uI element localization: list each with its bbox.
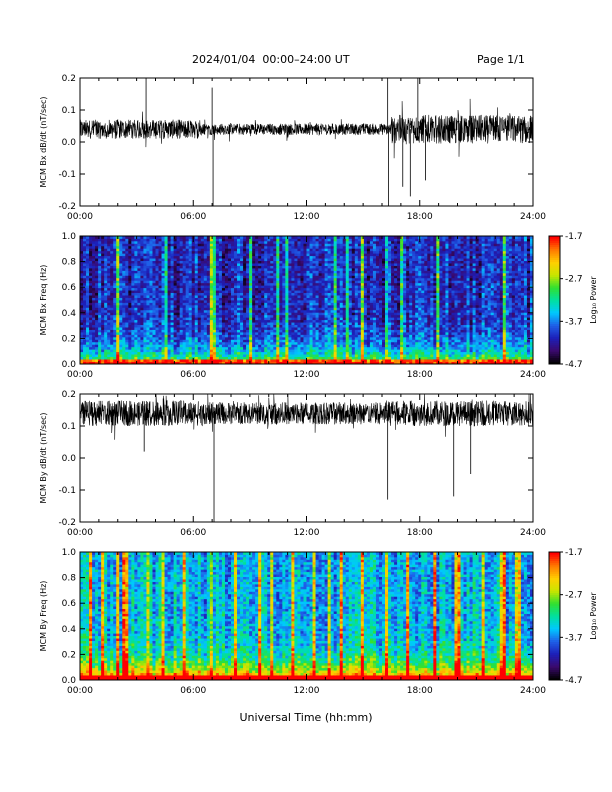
x-axis-label: Universal Time (hh:mm) xyxy=(239,711,373,724)
colorbar-tick-label: -2.7 xyxy=(565,275,583,285)
x-tick-label: 12:00 xyxy=(294,686,320,696)
x-tick-label: 06:00 xyxy=(180,686,206,696)
colorbar xyxy=(548,235,561,365)
colorbar xyxy=(548,551,561,681)
y-tick-label: 0.6 xyxy=(62,283,77,293)
panel-3: -0.2 -0.1 0.0 0.1 0.2 00:00 06:00 12:00 18:00 24:… xyxy=(39,390,546,538)
y-tick-label: 0.0 xyxy=(62,138,77,148)
panel-4: 0.0 0.2 0.4 0.6 0.8 1.0 -1.7 -2.7 -3.7 -4.7 Log₁₀ … xyxy=(39,548,598,696)
x-tick-label: 06:00 xyxy=(180,370,206,380)
x-tick-label: 06:00 xyxy=(180,212,206,222)
x-tick-label: 06:00 xyxy=(180,528,206,538)
x-tick-label: 12:00 xyxy=(294,370,320,380)
y-tick-label: 0.6 xyxy=(62,599,77,609)
x-tick-label: 18:00 xyxy=(407,370,433,380)
y-tick-label: 0.8 xyxy=(62,258,77,268)
x-tick-label: 18:00 xyxy=(407,528,433,538)
y-tick-label: -0.1 xyxy=(58,170,76,180)
y-axis-label: MCM By Freq (Hz) xyxy=(39,581,48,652)
y-axis-label: MCM By dB/dt (nT/sec) xyxy=(39,412,48,503)
y-tick-label: 0.8 xyxy=(62,574,77,584)
y-tick-label: 0.4 xyxy=(62,625,77,635)
y-axis-label: MCM Bx dB/dt (nT/sec) xyxy=(39,96,48,187)
x-tick-label: 18:00 xyxy=(407,686,433,696)
y-tick-label: 0.2 xyxy=(62,650,76,660)
plot-title: 2024/01/04 00:00–24:00 UT xyxy=(192,53,350,66)
data-trace xyxy=(79,98,534,159)
colorbar-tick-label: -1.7 xyxy=(565,548,583,558)
y-tick-label: 1.0 xyxy=(62,232,77,242)
x-tick-label: 00:00 xyxy=(67,370,93,380)
colorbar-tick-label: -3.7 xyxy=(565,317,583,327)
panel-2: 0.0 0.2 0.4 0.6 0.8 1.0 -1.7 -2.7 -3.7 -4.7 Log₁₀ … xyxy=(39,232,598,380)
heatmap-cells xyxy=(80,552,534,681)
data-trace xyxy=(79,393,534,440)
colorbar-tick-label: -1.7 xyxy=(565,232,583,242)
x-tick-label: 00:00 xyxy=(67,212,93,222)
y-tick-label: 0.2 xyxy=(62,390,76,400)
colorbar-tick-label: -2.7 xyxy=(565,591,583,601)
y-tick-label: 0.2 xyxy=(62,74,76,84)
colorbar-label: Log₁₀ Power xyxy=(589,592,598,640)
y-tick-label: 0.4 xyxy=(62,309,77,319)
x-tick-label: 24:00 xyxy=(520,370,546,380)
y-tick-label: -0.1 xyxy=(58,486,76,496)
y-tick-label: -0.2 xyxy=(58,202,76,212)
x-tick-label: 12:00 xyxy=(294,212,320,222)
page-number: Page 1/1 xyxy=(477,53,525,66)
x-tick-label: 18:00 xyxy=(407,212,433,222)
x-tick-label: 12:00 xyxy=(294,528,320,538)
y-tick-label: 0.0 xyxy=(62,454,77,464)
plot-frame xyxy=(79,77,534,207)
colorbar-label: Log₁₀ Power xyxy=(589,276,598,324)
y-tick-label: 0.2 xyxy=(62,334,76,344)
x-tick-label: 00:00 xyxy=(67,686,93,696)
y-axis-label: MCM Bx Freq (Hz) xyxy=(39,265,48,336)
colorbar-tick-label: -4.7 xyxy=(565,676,583,686)
colorbar-tick-label: -4.7 xyxy=(565,360,583,370)
x-tick-label: 24:00 xyxy=(520,686,546,696)
x-tick-label: 00:00 xyxy=(67,528,93,538)
x-tick-label: 24:00 xyxy=(520,528,546,538)
colorbar-tick-label: -3.7 xyxy=(565,633,583,643)
y-tick-label: 0.1 xyxy=(62,422,76,432)
y-tick-label: 1.0 xyxy=(62,548,77,558)
x-tick-label: 24:00 xyxy=(520,212,546,222)
y-tick-label: 0.0 xyxy=(62,676,77,686)
heatmap-cells xyxy=(80,236,534,365)
y-tick-label: 0.0 xyxy=(62,360,77,370)
panel-1: -0.2 -0.1 0.0 0.1 0.2 00:00 06:00 12:00 18:00 24:… xyxy=(39,74,546,222)
y-tick-label: 0.1 xyxy=(62,106,76,116)
y-tick-label: -0.2 xyxy=(58,518,76,528)
